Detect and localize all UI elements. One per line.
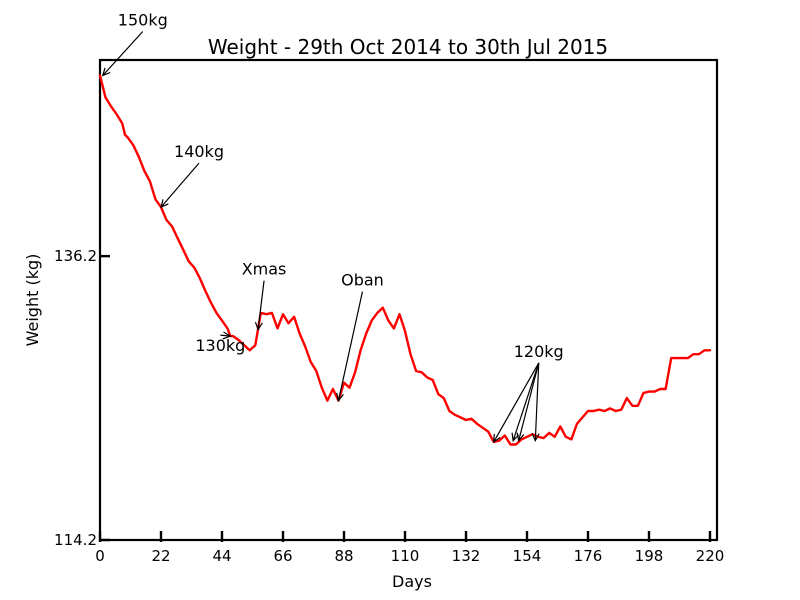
annotation-arrow bbox=[512, 362, 540, 441]
y-tick-label: 136.2 bbox=[54, 247, 97, 265]
axis-ticks: 0 22 44 66 88 110 132 154 176 198 220 114.2 136.2 bbox=[54, 247, 724, 565]
annotation-arrow bbox=[257, 280, 265, 330]
annotation-label: 140kg bbox=[174, 142, 224, 161]
annotation-arrow bbox=[160, 162, 200, 208]
annotation-arrowhead bbox=[222, 331, 232, 340]
annotation-arrow bbox=[102, 31, 144, 76]
weight-line bbox=[98, 74, 712, 446]
x-tick-label: 0 bbox=[95, 547, 105, 565]
y-tick-label: 114.2 bbox=[54, 531, 97, 549]
annotation-label: Xmas bbox=[242, 260, 287, 279]
x-tick-label: 198 bbox=[635, 547, 664, 565]
annotation-arrowhead bbox=[336, 392, 344, 402]
annotation-label: 120kg bbox=[514, 342, 564, 361]
annotation-arrowhead bbox=[516, 432, 525, 442]
y-axis-label: Weight (kg) bbox=[23, 254, 42, 347]
annotation-arrow bbox=[220, 334, 231, 337]
x-tick-label: 220 bbox=[696, 547, 725, 565]
x-tick-label: 44 bbox=[212, 547, 231, 565]
x-tick-label: 132 bbox=[452, 547, 481, 565]
annotation-label: 150kg bbox=[118, 10, 168, 29]
annotation-arrowhead bbox=[160, 199, 169, 209]
x-tick-label: 110 bbox=[391, 547, 420, 565]
weight-series bbox=[98, 74, 712, 446]
x-axis-label: Days bbox=[392, 572, 432, 591]
annotation-arrow bbox=[534, 362, 540, 441]
annotation-label: Oban bbox=[341, 271, 384, 290]
chart-title: Weight - 29th Oct 2014 to 30th Jul 2015 bbox=[208, 35, 608, 59]
annotation-arrow bbox=[337, 291, 364, 401]
x-tick-label: 154 bbox=[513, 547, 542, 565]
annotation-label: 130kg bbox=[195, 336, 245, 355]
x-tick-label: 88 bbox=[334, 547, 353, 565]
x-tick-label: 176 bbox=[574, 547, 603, 565]
annotation-arrow bbox=[518, 362, 540, 441]
annotation-arrowhead bbox=[101, 67, 111, 77]
annotation-arrowhead bbox=[254, 321, 263, 332]
plot-frame bbox=[98, 58, 719, 542]
annotation-arrowhead bbox=[531, 433, 540, 443]
x-tick-label: 22 bbox=[151, 547, 170, 565]
x-tick-label: 66 bbox=[273, 547, 292, 565]
annotation-arrow bbox=[493, 362, 540, 443]
annotation-arrowhead bbox=[511, 432, 520, 442]
annotation-arrowhead bbox=[493, 433, 501, 444]
annotations: 150kg 140kg 130kg Xmas Oban 120kg bbox=[101, 10, 564, 444]
